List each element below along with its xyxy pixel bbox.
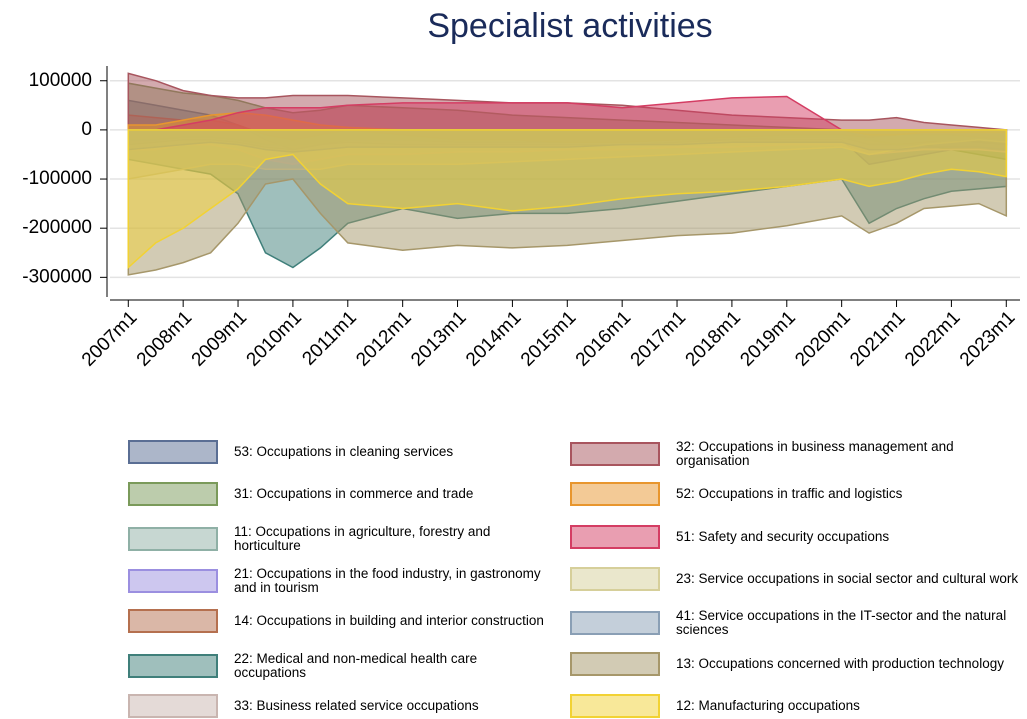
y-tick-label: -200000 — [22, 217, 92, 238]
legend-swatch-fill — [572, 613, 658, 634]
chart-title: Specialist activities — [427, 7, 712, 45]
legend-label: 23: Service occupations in social sector… — [676, 570, 1019, 586]
x-tick-label: 2020m1 — [791, 307, 854, 370]
legend-swatch-fill — [130, 442, 216, 462]
legend-swatch-fill — [130, 655, 216, 676]
legend-item: 13: Occupations concerned with productio… — [570, 651, 1021, 676]
legend-swatch-fill — [130, 484, 216, 505]
y-tick-label: 100000 — [29, 70, 92, 91]
legend-swatch-fill — [130, 570, 216, 591]
legend-item: 21: Occupations in the food industry, in… — [128, 565, 552, 595]
legend-swatch-fill — [572, 695, 658, 716]
legend-item: 53: Occupations in cleaning services — [128, 440, 552, 464]
legend-label: 32: Occupations in business management a… — [676, 439, 954, 468]
x-tick-label: 2013m1 — [407, 307, 470, 370]
legend-swatch-fill — [572, 484, 658, 505]
y-tick-label: -300000 — [22, 266, 92, 287]
legend-swatch-fill — [572, 444, 658, 464]
legend-label: 51: Safety and security occupations — [676, 528, 890, 544]
legend-swatch — [570, 442, 660, 466]
y-tick-label: -100000 — [22, 168, 92, 189]
x-tick-label: 2010m1 — [243, 307, 306, 370]
legend-swatch — [128, 482, 218, 507]
y-tick-label: 0 — [81, 119, 92, 140]
legend-swatch — [128, 440, 218, 464]
legend-item: 12: Manufacturing occupations — [570, 693, 1021, 718]
legend-swatch — [128, 568, 218, 593]
legend-swatch — [570, 524, 660, 549]
legend-item: 22: Medical and non-medical health care … — [128, 650, 552, 680]
legend-swatch — [128, 609, 218, 634]
chart: Specialist activities -300000 -200000 -100… — [22, 7, 1020, 371]
x-tick-label: 2012m1 — [352, 307, 415, 370]
x-tick-label: 2009m1 — [188, 307, 251, 370]
legend-item: 32: Occupations in business management a… — [570, 440, 1021, 468]
x-tick-label: 2019m1 — [736, 307, 799, 370]
area — [127, 129, 1008, 270]
legend-item: 52: Occupations in traffic and logistics — [570, 482, 1021, 507]
legend-swatch — [570, 566, 660, 591]
legend-swatch — [128, 526, 218, 551]
legend-item: 51: Safety and security occupations — [570, 524, 1021, 549]
legend-item: 11: Occupations in agriculture, forestry… — [128, 523, 552, 553]
x-tick-label: 2008m1 — [133, 307, 196, 370]
legend-swatch-fill — [130, 695, 216, 716]
x-tick-label: 2018m1 — [682, 307, 745, 370]
x-tick-label: 2017m1 — [627, 307, 690, 370]
legend-swatch — [570, 651, 660, 676]
legend-swatch-fill — [572, 526, 658, 547]
legend-item: 14: Occupations in building and interior… — [128, 609, 552, 634]
legend-item: 31: Occupations in commerce and trade — [128, 482, 552, 507]
legend-label: 41: Service occupations in the IT-sector… — [676, 608, 1007, 638]
legend-label: 53: Occupations in cleaning services — [234, 444, 454, 459]
legend-swatch-fill — [130, 611, 216, 632]
legend-label: 11: Occupations in agriculture, forestry… — [234, 523, 491, 553]
legend-item: 23: Service occupations in social sector… — [570, 566, 1021, 591]
x-tick-label: 2015m1 — [517, 307, 580, 370]
legend-swatch-fill — [130, 528, 216, 549]
x-tick-label: 2021m1 — [846, 307, 909, 370]
legend-swatch — [128, 653, 218, 678]
legend-swatch — [570, 482, 660, 507]
x-tick-label: 2007m1 — [78, 307, 141, 370]
legend-label: 31: Occupations in commerce and trade — [234, 486, 474, 502]
legend-label: 14: Occupations in building and interior… — [234, 613, 544, 629]
legend-label: 52: Occupations in traffic and logistics — [676, 486, 903, 502]
legend-label: 13: Occupations concerned with productio… — [676, 655, 1004, 671]
legend-label: 12: Manufacturing occupations — [676, 697, 860, 713]
legend-swatch-fill — [572, 653, 658, 674]
legend-label: 22: Medical and non-medical health care … — [234, 650, 478, 680]
legend-swatch — [570, 611, 660, 636]
legend-item: 33: Business related service occupations — [128, 693, 552, 718]
legend-swatch — [570, 693, 660, 718]
x-tick-label: 2014m1 — [462, 307, 525, 370]
legend-swatch — [128, 693, 218, 718]
x-tick-label: 2022m1 — [901, 307, 964, 370]
legend-label: 21: Occupations in the food industry, in… — [234, 565, 541, 595]
legend-swatch-fill — [572, 568, 658, 589]
x-tick-label: 2011m1 — [298, 307, 360, 369]
legend-label: 33: Business related service occupations — [234, 697, 479, 713]
legend-item: 41: Service occupations in the IT-sector… — [570, 609, 1021, 637]
x-tick-label: 2016m1 — [572, 307, 635, 370]
x-tick-label: 2023m1 — [956, 307, 1019, 370]
